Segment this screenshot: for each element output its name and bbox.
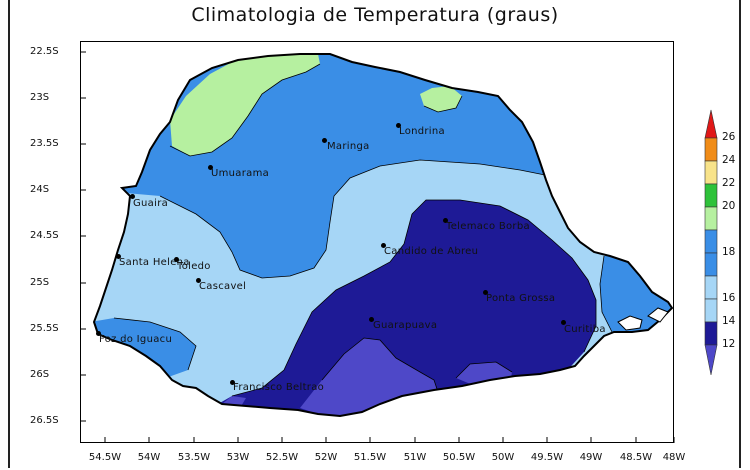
y-tick-label: 25.5S (30, 323, 59, 334)
city-label-francisco-beltrao: Francisco Beltrao (233, 382, 325, 393)
city-label-umuarama: Umuarama (211, 168, 270, 179)
city-label-guarapuava: Guarapuava (373, 320, 438, 331)
legend-swatch-20-22 (704, 183, 718, 208)
city-marker-umuarama (208, 165, 213, 170)
legend-swatch-12-14 (704, 321, 718, 346)
x-tick-label: 54W (137, 452, 161, 463)
y-tick-label: 26S (30, 369, 50, 380)
legend-swatch-18-20 (704, 206, 718, 231)
legend-label: 16 (722, 292, 736, 304)
city-label-telemaco-borba: Telemaco Borba (446, 221, 530, 232)
legend-label: 20 (722, 200, 736, 212)
y-tick-label: 23S (30, 92, 50, 103)
y-tick-label: 26.5S (30, 415, 59, 426)
city-marker-santa-helena (116, 254, 121, 259)
temp-band-12-14 (218, 200, 596, 416)
x-tick-label: 50.5W (442, 452, 476, 463)
x-tick-label: 51.5W (353, 452, 387, 463)
legend-swatch-14-16b (704, 298, 718, 323)
city-label-maringa: Maringa (327, 141, 370, 152)
x-tick-label: 48.5W (619, 452, 653, 463)
y-tick-label: 22.5S (30, 46, 59, 57)
legend-label: 14 (722, 315, 736, 327)
city-label-ponta-grossa: Ponta Grossa (486, 293, 556, 304)
city-marker-guaira (130, 194, 135, 199)
city-marker-francisco-beltrao (230, 380, 235, 385)
city-marker-candido-de-abreu (381, 243, 386, 248)
legend-swatch-above-26 (704, 109, 718, 139)
legend-label: 12 (722, 338, 736, 350)
city-marker-toledo (174, 257, 179, 262)
y-tick-label: 23.5S (30, 138, 59, 149)
x-tick-label: 53W (226, 452, 250, 463)
city-label-londrina: Londrina (399, 126, 445, 137)
legend-swatch-14-16 (704, 275, 718, 300)
city-label-guaira: Guaira (133, 198, 169, 209)
y-tick-label: 24S (30, 184, 50, 195)
city-marker-foz-do-iguacu (96, 331, 101, 336)
parana-state-outline (92, 53, 674, 418)
y-tick-label: 24.5S (30, 230, 59, 241)
legend-swatch-16-18b (704, 252, 718, 277)
city-label-cascavel: Cascavel (199, 281, 247, 292)
legend-colorbar (704, 109, 718, 376)
x-tick-label: 54.5W (88, 452, 122, 463)
legend-swatch-22-24 (704, 160, 718, 185)
legend-swatch-24-26 (704, 137, 718, 162)
city-marker-curitiba (561, 320, 566, 325)
coastal-bay (617, 315, 643, 331)
city-marker-telemaco-borba (443, 218, 448, 223)
x-tick-label: 52W (314, 452, 338, 463)
coastal-island (647, 307, 669, 323)
city-label-curitiba: Curitiba (564, 324, 606, 335)
x-tick-label: 49.5W (530, 452, 564, 463)
x-tick-label: 49W (579, 452, 603, 463)
city-marker-guarapuava (369, 317, 374, 322)
legend-label: 26 (722, 131, 736, 143)
y-tick-label: 25S (30, 277, 50, 288)
city-marker-maringa (322, 138, 327, 143)
city-label-toledo: Toledo (177, 261, 211, 272)
city-label-santa-helena: Santa Helena (119, 257, 190, 268)
temp-band-16-18-southwest (94, 318, 196, 380)
x-tick-label: 50W (491, 452, 515, 463)
city-marker-cascavel (196, 278, 201, 283)
temp-band-18-20-north (420, 86, 462, 112)
legend-label: 18 (722, 246, 736, 258)
legend-swatch-16-18 (704, 229, 718, 254)
x-tick-label: 48W (662, 452, 686, 463)
city-label-candido-de-abreu: Candido de Abreu (384, 246, 479, 257)
x-tick-label: 51W (403, 452, 427, 463)
x-tick-label: 53.5W (177, 452, 211, 463)
city-marker-londrina (396, 123, 401, 128)
map-title: Climatologia de Temperatura (graus) (191, 4, 559, 26)
legend-label: 22 (722, 177, 736, 189)
x-tick-label: 52.5W (265, 452, 299, 463)
city-label-foz-do-iguacu: Foz do Iguacu (99, 334, 173, 345)
city-marker-ponta-grossa (483, 290, 488, 295)
legend-label: 24 (722, 154, 736, 166)
legend-swatch-below-12 (704, 344, 718, 376)
